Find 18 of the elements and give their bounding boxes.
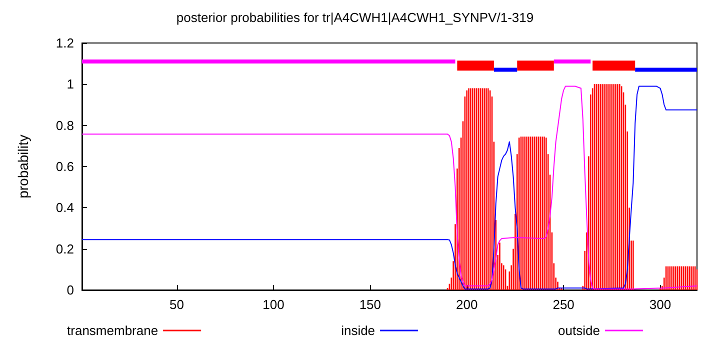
x-tick-label: 150 — [359, 297, 382, 312]
y-tick-label: 0.8 — [56, 118, 74, 133]
y-tick-label: 0.2 — [56, 241, 74, 256]
y-tick-label: 0.4 — [56, 200, 74, 216]
x-tick-label: 100 — [262, 297, 284, 312]
chart-title: posterior probabilities for tr|A4CWH1|A4CWH1_SYNPV/1-319 — [176, 10, 534, 25]
y-tick-label: 0 — [66, 282, 74, 298]
legend-label: outside — [558, 323, 600, 338]
x-tick-label: 200 — [456, 297, 478, 312]
y-tick-label: 1.2 — [56, 36, 74, 50]
legend-label: transmembrane — [67, 323, 158, 338]
x-tick-label: 50 — [170, 297, 184, 312]
legend-label: inside — [341, 323, 376, 338]
y-tick-label: 0.6 — [56, 159, 74, 174]
y-axis-title: probability — [15, 134, 31, 198]
x-tick-label: 300 — [649, 297, 672, 312]
x-tick-label: 250 — [552, 297, 574, 312]
y-tick-label: 1 — [66, 76, 74, 92]
